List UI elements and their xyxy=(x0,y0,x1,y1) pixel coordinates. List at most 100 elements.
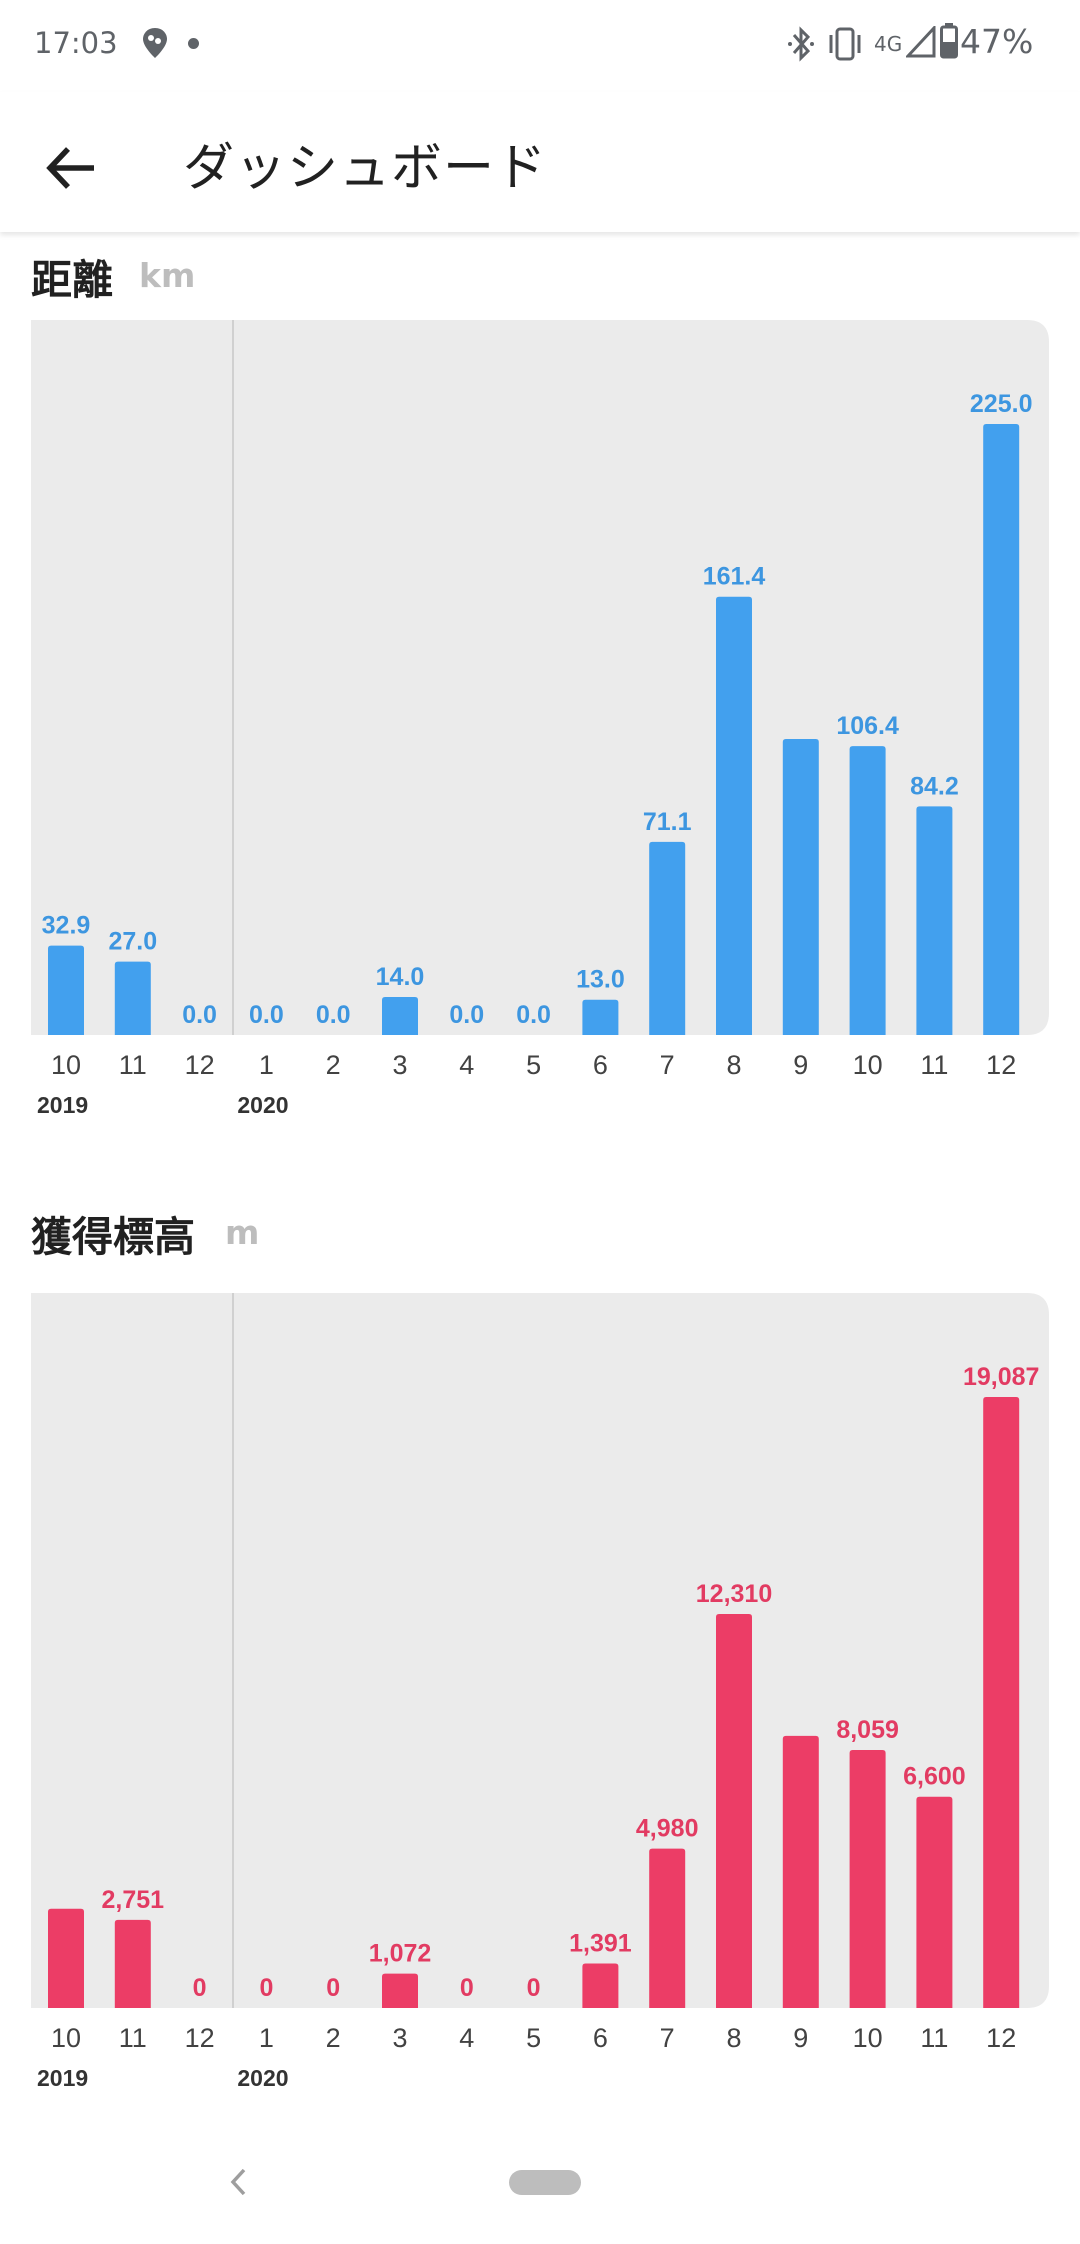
navigation-bar xyxy=(0,2140,1080,2244)
data-label: 0.0 xyxy=(516,1001,551,1029)
data-label: 14.0 xyxy=(376,963,425,991)
chart-bar[interactable] xyxy=(782,739,819,1035)
chart-bar[interactable] xyxy=(382,996,418,1035)
data-label: 8,059 xyxy=(836,1716,899,1744)
chart-bar[interactable] xyxy=(649,1848,686,2008)
data-label: 225.0 xyxy=(970,390,1033,418)
chart-bar[interactable] xyxy=(582,999,619,1035)
month-tick-label: 9 xyxy=(793,1050,808,1080)
month-tick-label: 4 xyxy=(459,2023,474,2053)
status-time: 17:03 xyxy=(34,26,118,60)
distance-unit: km xyxy=(139,256,196,295)
month-tick-label: 11 xyxy=(920,2023,948,2053)
month-tick-label: 9 xyxy=(793,2023,808,2053)
data-label: 0 xyxy=(326,1974,340,2002)
distance-chart: 32.9 10 27.0 11 0.0 12 0.0 1 0.0 2 14.0 3 0.0 4 0.0 5 13… xyxy=(31,320,1049,1118)
distance-title: 距離 xyxy=(31,256,113,304)
month-tick-label: 5 xyxy=(526,1050,541,1080)
month-tick-label: 12 xyxy=(185,1050,215,1080)
app-bar: ダッシュボード xyxy=(0,92,1080,232)
month-tick-label: 10 xyxy=(51,2023,81,2053)
month-tick-label: 3 xyxy=(392,1050,407,1080)
month-tick-label: 12 xyxy=(986,2023,1016,2053)
month-tick-label: 1 xyxy=(259,2023,274,2053)
elevation-chart: 102,7511101201021,072304051,39164,980712… xyxy=(31,1293,1049,2091)
month-tick-label: 10 xyxy=(853,2023,883,2053)
data-label: 161.4 xyxy=(703,563,766,591)
chart-bar[interactable] xyxy=(48,945,84,1035)
notification-dot-icon xyxy=(188,38,199,49)
data-label: 19,087 xyxy=(963,1363,1039,1391)
month-tick-label: 2 xyxy=(326,2023,341,2053)
month-tick-label: 7 xyxy=(660,1050,675,1080)
page-title: ダッシュボード xyxy=(183,139,548,198)
month-tick-label: 1 xyxy=(259,1050,274,1080)
nav-back-button[interactable] xyxy=(224,2162,254,2206)
data-label: 0.0 xyxy=(182,1001,217,1029)
chart-bar[interactable] xyxy=(582,1963,619,2008)
signal-icon xyxy=(904,24,936,62)
data-label: 0 xyxy=(527,1974,541,2002)
battery-percent: 47% xyxy=(960,22,1034,61)
data-label: 0 xyxy=(193,1974,207,2002)
chart-bar[interactable] xyxy=(382,1973,418,2008)
data-label: 32.9 xyxy=(42,912,91,940)
chart-bar[interactable] xyxy=(983,424,1020,1035)
back-button[interactable] xyxy=(36,132,108,204)
year-label: 2020 xyxy=(237,1092,288,1118)
chart-bar[interactable] xyxy=(849,746,886,1035)
month-tick-label: 10 xyxy=(853,1050,883,1080)
data-label: 4,980 xyxy=(636,1815,699,1843)
footsteps-location-icon xyxy=(141,26,169,64)
bluetooth-icon xyxy=(786,24,816,68)
chart-bar[interactable] xyxy=(649,841,686,1035)
chart-bar[interactable] xyxy=(716,1613,752,2008)
chart-bar[interactable] xyxy=(916,806,953,1035)
status-bar: 17:03 4G 47% xyxy=(0,0,1080,92)
year-label: 2020 xyxy=(237,2065,288,2091)
data-label: 0.0 xyxy=(316,1001,351,1029)
data-label: 6,600 xyxy=(903,1763,966,1791)
data-label: 13.0 xyxy=(576,966,625,994)
month-tick-label: 2 xyxy=(326,1050,341,1080)
month-tick-label: 3 xyxy=(392,2023,407,2053)
month-tick-label: 6 xyxy=(593,1050,608,1080)
month-tick-label: 11 xyxy=(920,1050,948,1080)
distance-section: 距離 km 32.9 10 27.0 11 0.0 12 0.0 1 0.0 2 14.0 3 0.0 4… xyxy=(0,240,1080,1140)
chart-bar[interactable] xyxy=(849,1750,886,2008)
chart-bar[interactable] xyxy=(114,1919,151,2008)
month-tick-label: 12 xyxy=(185,2023,215,2053)
month-tick-label: 11 xyxy=(119,1050,147,1080)
chart-bar[interactable] xyxy=(48,1908,84,2008)
vibrate-icon xyxy=(825,25,865,67)
month-tick-label: 12 xyxy=(986,1050,1016,1080)
year-label: 2019 xyxy=(37,2065,88,2091)
chart-bar[interactable] xyxy=(916,1796,953,2008)
month-tick-label: 11 xyxy=(119,2023,147,2053)
chart-bar[interactable] xyxy=(983,1397,1020,2008)
elevation-unit: m xyxy=(225,1213,260,1252)
data-label: 2,751 xyxy=(102,1886,165,1914)
month-tick-label: 6 xyxy=(593,2023,608,2053)
data-label: 0 xyxy=(259,1974,273,2002)
year-label: 2019 xyxy=(37,1092,88,1118)
month-tick-label: 10 xyxy=(51,1050,81,1080)
chart-background xyxy=(31,1293,1049,2008)
data-label: 1,391 xyxy=(569,1929,632,1957)
elevation-section: 獲得標高 m 10 2,751 11 0 12 0 1 0 2 1,072 3 0 4 0 5 1,391 6 4… xyxy=(0,1197,1080,2097)
chart-bar[interactable] xyxy=(782,1735,819,2008)
data-label: 1,072 xyxy=(369,1940,432,1968)
month-tick-label: 5 xyxy=(526,2023,541,2053)
data-label: 0 xyxy=(460,1974,474,2002)
network-type: 4G xyxy=(874,32,903,56)
month-tick-label: 8 xyxy=(726,1050,741,1080)
data-label: 0.0 xyxy=(449,1001,484,1029)
month-tick-label: 4 xyxy=(459,1050,474,1080)
data-label: 0.0 xyxy=(249,1001,284,1029)
chart-bar[interactable] xyxy=(716,596,752,1035)
data-label: 106.4 xyxy=(836,712,899,740)
data-label: 12,310 xyxy=(696,1580,772,1608)
chart-bar[interactable] xyxy=(114,961,151,1035)
home-pill-icon[interactable] xyxy=(509,2170,581,2195)
data-label: 27.0 xyxy=(108,928,157,956)
